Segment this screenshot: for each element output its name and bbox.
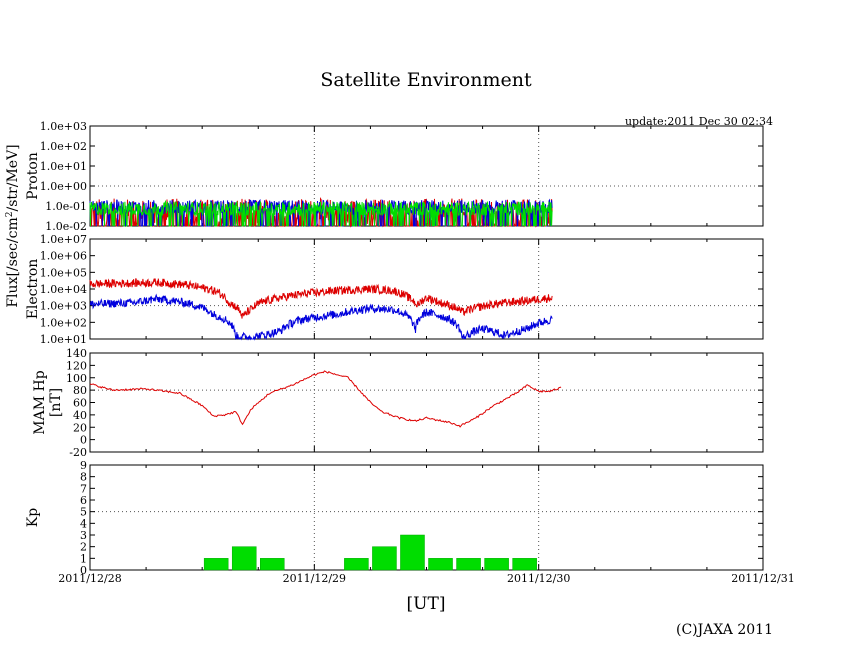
series-proton-green — [89, 199, 553, 227]
panel-ylabel: MAM Hp — [32, 370, 48, 434]
y-tick-label: 1.0e+01 — [40, 333, 87, 346]
series-proton-red — [89, 197, 553, 228]
y-tick-label: 3 — [80, 529, 87, 542]
y-tick-label: 1.0e-02 — [45, 220, 87, 233]
x-axis-label: [UT] — [407, 594, 446, 614]
series-electron-blue — [89, 293, 553, 341]
kp-bar — [344, 558, 369, 571]
series-mam_hp-Hp — [89, 370, 562, 428]
kp-bar — [372, 546, 397, 571]
x-tick-label: 2011/12/31 — [731, 572, 794, 585]
panel-electron: 1.0e+01 1.0e+02 1.0e+03 1.0e+04 1.0e+05 1.0e+… — [25, 233, 764, 346]
y-tick-label: 6 — [80, 494, 87, 507]
copyright: (C)JAXA 2011 — [676, 622, 773, 638]
y-tick-label: 140 — [66, 347, 87, 360]
series-electron-red — [89, 278, 553, 319]
y-tick-label: 80 — [73, 384, 87, 397]
y-tick-label: 100 — [66, 372, 87, 385]
y-tick-label: 1.0e+00 — [40, 180, 87, 193]
y-tick-label: -20 — [69, 446, 87, 459]
y-tick-label: 1.0e+07 — [40, 233, 87, 246]
kp-bar — [484, 558, 509, 571]
panel-frame — [89, 464, 764, 571]
y-tick-label: 5 — [80, 506, 87, 519]
y-tick-label: 20 — [73, 421, 87, 434]
y-tick-label: 4 — [80, 517, 87, 530]
y-tick-label: 40 — [73, 409, 87, 422]
kp-bar — [428, 558, 453, 571]
flux-axis-label: Flux[/sec/cm2/str/MeV] — [5, 144, 21, 307]
y-tick-label: 1.0e+02 — [40, 316, 87, 329]
x-tick-label: 2011/12/30 — [507, 572, 570, 585]
panel-proton: 1.0e-02 1.0e-01 1.0e+00 1.0e+01 1.0e+02 1.0e+… — [25, 120, 764, 233]
panel-ylabel-unit: [nT] — [48, 388, 64, 417]
y-tick-label: 7 — [80, 482, 87, 495]
y-tick-label: 1.0e+02 — [40, 140, 87, 153]
y-tick-label: 1.0e+03 — [40, 300, 87, 313]
y-tick-label: 8 — [80, 471, 87, 484]
update-timestamp: update:2011 Dec 30 02:34 — [625, 115, 773, 128]
y-tick-label: 1.0e+03 — [40, 120, 87, 133]
panel-frame — [89, 352, 764, 453]
kp-bar — [400, 534, 425, 571]
y-tick-label: 2 — [80, 541, 87, 554]
x-tick-label: 2011/12/29 — [283, 572, 346, 585]
y-tick-label: 1.0e+01 — [40, 160, 87, 173]
y-tick-label: 60 — [73, 397, 87, 410]
y-tick-label: 0 — [80, 434, 87, 447]
y-tick-label: 120 — [66, 359, 87, 372]
x-tick-label: 2011/12/28 — [58, 572, 121, 585]
panel-ylabel: Electron — [25, 259, 41, 320]
kp-bar — [231, 546, 257, 571]
panel-ylabel: Kp — [25, 508, 41, 527]
y-tick-label: 1.0e+04 — [40, 283, 87, 296]
y-tick-label: 9 — [80, 459, 87, 472]
kp-bar — [260, 558, 285, 571]
y-tick-label: 1 — [80, 552, 87, 565]
panel-frame — [89, 238, 764, 340]
kp-bar — [456, 558, 481, 571]
y-tick-label: 1.0e+06 — [40, 250, 87, 263]
kp-bar — [512, 558, 537, 571]
y-tick-label: 1.0e-01 — [45, 200, 87, 213]
kp-bar — [203, 558, 229, 571]
chart-title: Satellite Environment — [320, 69, 532, 91]
y-tick-label: 1.0e+05 — [40, 266, 87, 279]
y-tick-label: 0 — [80, 564, 87, 577]
panel-ylabel: Proton — [25, 152, 41, 200]
